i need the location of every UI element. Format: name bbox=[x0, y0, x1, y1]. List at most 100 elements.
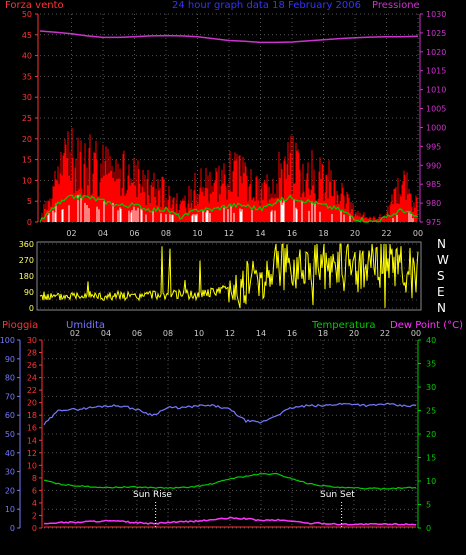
bottom-x-tick-label: 12 bbox=[225, 329, 235, 338]
direction-tick-label: 0 bbox=[29, 304, 34, 313]
rain-tick-label: 16 bbox=[27, 424, 37, 433]
pressure-tick-label: 995 bbox=[426, 142, 441, 151]
pressure-tick-label: 1015 bbox=[426, 67, 446, 76]
wind-x-tick-label: 12 bbox=[224, 229, 234, 238]
compass-e: E bbox=[437, 285, 445, 299]
temperature-tick-label: 5 bbox=[426, 501, 431, 510]
pressure-tick-label: 975 bbox=[426, 218, 441, 227]
rain-tick-label: 0 bbox=[32, 524, 37, 533]
wind-x-tick-label: 18 bbox=[318, 229, 328, 238]
rain-tick-label: 12 bbox=[27, 449, 37, 458]
humidity-tick-label: 80 bbox=[5, 374, 15, 383]
bottom-x-tick-label: 04 bbox=[101, 329, 111, 338]
rain-axis-title: Pioggia bbox=[2, 320, 39, 331]
bottom-x-tick-label: 06 bbox=[132, 329, 142, 338]
wind-tick-label: 35 bbox=[22, 72, 32, 81]
wind-x-tick-label: 08 bbox=[161, 229, 171, 238]
wind-tick-label: 0 bbox=[27, 218, 32, 227]
temperature-line bbox=[43, 472, 416, 490]
temperature-tick-label: 0 bbox=[426, 524, 431, 533]
pressure-axis-title: Pressione bbox=[372, 0, 420, 11]
pressure-tick-label: 1020 bbox=[426, 48, 446, 57]
compass-n-bottom: N bbox=[437, 301, 446, 315]
sunset-label: Sun Set bbox=[320, 490, 355, 500]
wind-tick-label: 20 bbox=[22, 135, 32, 144]
rain-tick-label: 14 bbox=[27, 436, 37, 445]
pressure-tick-label: 1030 bbox=[426, 10, 446, 19]
rain-tick-label: 18 bbox=[27, 411, 37, 420]
pressure-tick-label: 1025 bbox=[426, 29, 446, 38]
humidity-tick-label: 70 bbox=[5, 392, 15, 401]
wind-tick-label: 40 bbox=[22, 52, 32, 61]
rain-tick-label: 30 bbox=[27, 336, 37, 345]
temperature-axis-title: Temperatura bbox=[312, 320, 376, 331]
dew-point-axis-title: Dew Point (°C) bbox=[390, 320, 464, 331]
temperature-tick-label: 30 bbox=[426, 383, 436, 392]
humidity-tick-label: 50 bbox=[5, 430, 15, 439]
wind-x-tick-label: 16 bbox=[287, 229, 297, 238]
temperature-tick-label: 25 bbox=[426, 407, 436, 416]
wind-x-tick-label: 04 bbox=[98, 229, 108, 238]
wind-tick-label: 25 bbox=[22, 114, 32, 123]
pressure-tick-label: 1010 bbox=[426, 86, 446, 95]
direction-tick-label: 270 bbox=[19, 256, 34, 265]
temperature-tick-label: 20 bbox=[426, 430, 436, 439]
dew-point-line bbox=[43, 516, 417, 526]
bottom-x-tick-label: 10 bbox=[194, 329, 204, 338]
temperature-tick-label: 15 bbox=[426, 454, 436, 463]
humidity-tick-label: 40 bbox=[5, 449, 15, 458]
bottom-x-tick-label: 18 bbox=[318, 329, 328, 338]
wind-tick-label: 15 bbox=[22, 156, 32, 165]
compass-n-top: N bbox=[437, 237, 446, 251]
rain-tick-label: 26 bbox=[27, 361, 37, 370]
pressure-tick-label: 1005 bbox=[426, 105, 446, 114]
humidity-line bbox=[43, 402, 417, 426]
sunrise-label: Sun Rise bbox=[133, 490, 172, 500]
humidity-tick-label: 30 bbox=[5, 468, 15, 477]
wind-x-tick-label: 14 bbox=[255, 229, 265, 238]
pressure-line bbox=[39, 30, 419, 44]
wind-tick-label: 5 bbox=[27, 197, 32, 206]
rain-tick-label: 8 bbox=[32, 474, 37, 483]
compass-s: S bbox=[437, 269, 445, 283]
humidity-tick-label: 100 bbox=[0, 336, 15, 345]
direction-tick-label: 360 bbox=[19, 240, 34, 249]
bottom-x-tick-label: 16 bbox=[287, 329, 297, 338]
pressure-tick-label: 1000 bbox=[426, 123, 446, 132]
compass-w: W bbox=[437, 253, 449, 267]
temperature-tick-label: 40 bbox=[426, 336, 436, 345]
direction-tick-label: 180 bbox=[19, 272, 34, 281]
rain-tick-label: 28 bbox=[27, 349, 37, 358]
bottom-x-tick-label: 20 bbox=[349, 329, 359, 338]
humidity-tick-label: 20 bbox=[5, 486, 15, 495]
wind-x-tick-label: 00 bbox=[413, 229, 423, 238]
wind-gust-bars bbox=[41, 127, 418, 222]
wind-average-line bbox=[39, 193, 419, 223]
humidity-axis-title: Umidita bbox=[66, 320, 106, 331]
wind-tick-label: 45 bbox=[22, 31, 32, 40]
humidity-tick-label: 60 bbox=[5, 411, 15, 420]
pressure-tick-label: 980 bbox=[426, 199, 441, 208]
bottom-x-tick-label: 22 bbox=[380, 329, 390, 338]
rain-tick-label: 20 bbox=[27, 399, 37, 408]
bottom-x-tick-label: 14 bbox=[256, 329, 266, 338]
wind-x-tick-label: 20 bbox=[350, 229, 360, 238]
humidity-tick-label: 90 bbox=[5, 355, 15, 364]
wind-x-tick-label: 22 bbox=[381, 229, 391, 238]
rain-tick-label: 6 bbox=[32, 486, 37, 495]
pressure-tick-label: 985 bbox=[426, 180, 441, 189]
rain-tick-label: 22 bbox=[27, 386, 37, 395]
bottom-x-tick-label: 02 bbox=[70, 329, 80, 338]
bottom-x-tick-label: 00 bbox=[411, 329, 421, 338]
wind-x-tick-label: 10 bbox=[192, 229, 202, 238]
direction-frame bbox=[36, 241, 422, 311]
rain-tick-label: 2 bbox=[32, 511, 37, 520]
wind-axis-title: Forza vento bbox=[5, 0, 64, 11]
chart-title: 24 hour graph data 18 February 2006 bbox=[172, 0, 361, 11]
wind-tick-label: 30 bbox=[22, 93, 32, 102]
humidity-tick-label: 10 bbox=[5, 505, 15, 514]
wind-x-tick-label: 02 bbox=[66, 229, 76, 238]
wind-tick-label: 10 bbox=[22, 176, 32, 185]
rain-tick-label: 24 bbox=[27, 374, 37, 383]
